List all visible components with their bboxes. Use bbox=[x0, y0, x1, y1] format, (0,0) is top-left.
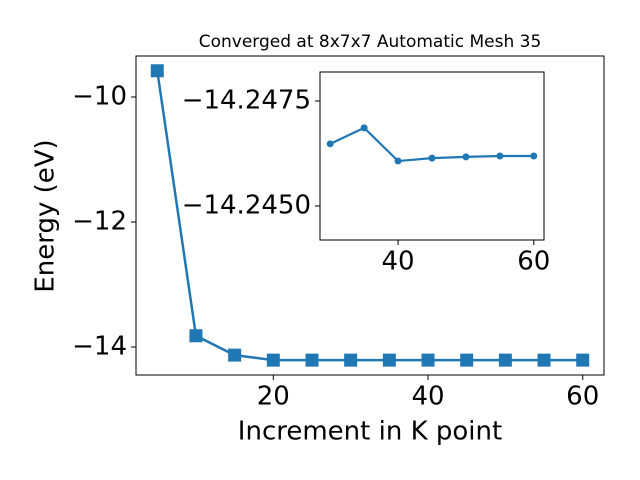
marker bbox=[462, 153, 470, 161]
marker bbox=[305, 353, 319, 367]
marker bbox=[394, 157, 402, 165]
marker bbox=[537, 353, 551, 367]
x-axis-label: Increment in K point bbox=[238, 417, 502, 447]
marker bbox=[496, 152, 504, 160]
marker bbox=[344, 353, 358, 367]
x-tick-label: 40 bbox=[411, 382, 444, 412]
x-tick-label: 20 bbox=[257, 382, 290, 412]
x-tick-label: 60 bbox=[517, 247, 550, 277]
marker bbox=[326, 140, 334, 148]
x-tick-label: 60 bbox=[566, 382, 599, 412]
y-tick-label: −12 bbox=[72, 207, 127, 237]
x-tick-label: 40 bbox=[382, 247, 415, 277]
marker bbox=[228, 348, 242, 362]
y-axis-label: Energy (eV) bbox=[31, 139, 61, 292]
marker bbox=[428, 154, 436, 162]
marker bbox=[150, 64, 164, 78]
marker bbox=[576, 353, 590, 367]
y-tick-label: −14.2475 bbox=[182, 85, 311, 115]
y-tick-label: −10 bbox=[72, 82, 127, 112]
marker bbox=[360, 124, 368, 132]
chart-title: Converged at 8x7x7 Automatic Mesh 35 bbox=[199, 32, 542, 52]
y-tick-label: −14.2450 bbox=[182, 190, 311, 220]
marker bbox=[498, 353, 512, 367]
marker bbox=[382, 353, 396, 367]
y-tick-label: −14 bbox=[72, 332, 127, 362]
marker bbox=[460, 353, 474, 367]
marker bbox=[266, 353, 280, 367]
marker bbox=[421, 353, 435, 367]
marker bbox=[189, 329, 203, 343]
marker bbox=[530, 152, 538, 160]
